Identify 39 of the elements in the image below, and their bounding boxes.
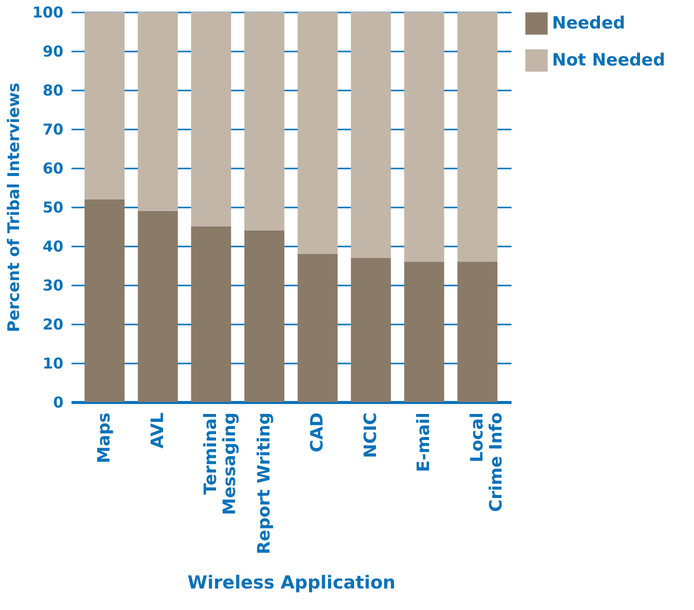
- x-tick-label: Terminal Messaging: [201, 412, 240, 515]
- y-tick-label: 20: [42, 316, 64, 334]
- bar: [138, 210, 178, 402]
- y-tick-label: 90: [42, 42, 64, 60]
- bar: [244, 12, 284, 230]
- y-tick-label: 100: [32, 4, 64, 22]
- y-tick-label: 30: [42, 276, 64, 294]
- x-tick-label: Maps: [94, 412, 115, 464]
- y-axis-title: Percent of Tribal Interviews: [4, 82, 24, 332]
- bar: [298, 254, 338, 402]
- bar: [84, 12, 125, 200]
- bar: [244, 230, 284, 402]
- bar: [457, 262, 498, 402]
- x-tick-label: NCIC: [360, 412, 381, 458]
- y-tick-label: 0: [53, 394, 64, 412]
- bar: [298, 12, 338, 254]
- bar: [84, 199, 125, 402]
- legend-label: Needed: [552, 14, 626, 34]
- y-tick-label: 40: [42, 238, 64, 256]
- bar: [404, 262, 444, 402]
- bar: [404, 12, 444, 262]
- x-tick-label: AVL: [148, 412, 168, 448]
- x-tick-label: Local Crime Info: [467, 412, 506, 512]
- x-tick-label: CAD: [308, 412, 328, 452]
- y-tick-label: 60: [42, 160, 64, 178]
- x-tick-label: E-mail: [414, 412, 434, 472]
- y-tick-label: 70: [42, 120, 64, 138]
- y-tick-label: 10: [42, 354, 64, 372]
- y-tick-label: 80: [42, 82, 64, 100]
- bar: [138, 12, 178, 211]
- bar: [350, 258, 391, 402]
- x-axis-title: Wireless Application: [188, 572, 396, 594]
- bar: [191, 12, 232, 226]
- bar: [191, 226, 232, 402]
- bar: [350, 12, 391, 258]
- bar: [457, 12, 498, 262]
- legend-label: Not Needed: [552, 50, 666, 70]
- y-tick-label: 50: [42, 198, 64, 216]
- x-tick-label: Report Writing: [254, 412, 274, 554]
